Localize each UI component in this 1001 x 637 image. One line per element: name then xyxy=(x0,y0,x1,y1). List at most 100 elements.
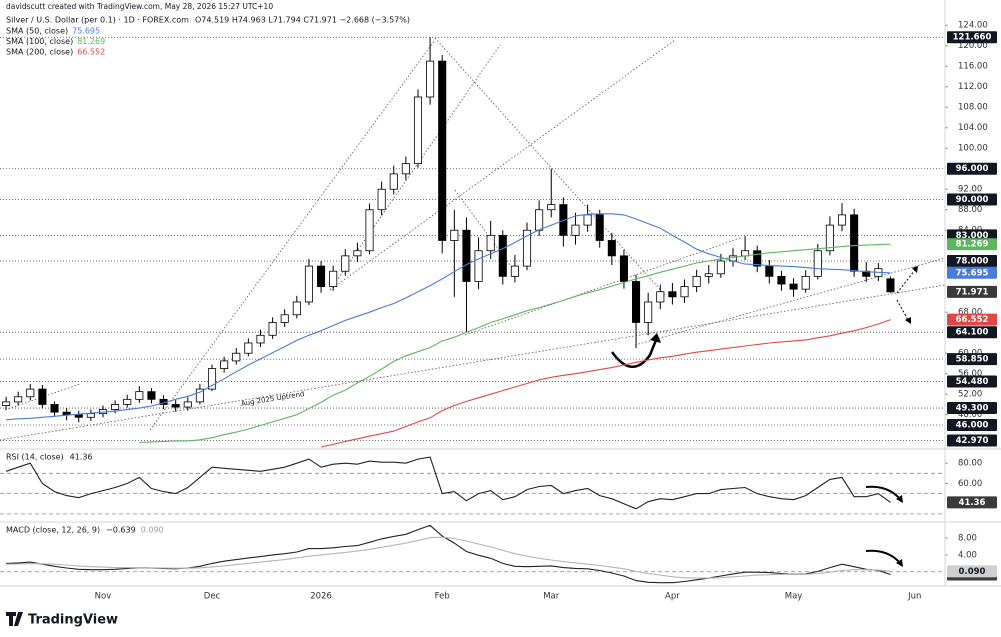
footer-logo-text: TradingView xyxy=(28,613,118,628)
last-price-label: 71.971 xyxy=(956,287,989,297)
candle-body xyxy=(341,255,350,272)
legend-value: 75.695 xyxy=(72,27,100,36)
candle-body xyxy=(268,322,277,336)
x-tick-label: Mar xyxy=(543,592,560,602)
candle-body xyxy=(438,60,447,241)
candle-body xyxy=(886,278,895,293)
level-label-box xyxy=(947,402,997,415)
legend-title: RSI (14, close) xyxy=(6,453,64,462)
candle-body xyxy=(462,229,471,282)
candle-body xyxy=(38,388,47,405)
candle-body xyxy=(547,204,556,211)
candle-body xyxy=(86,413,95,418)
candle-body xyxy=(147,391,156,400)
candle-body xyxy=(777,275,786,285)
y-tick-label: 112.00 xyxy=(958,82,988,92)
level-label: 96.000 xyxy=(956,164,989,174)
x-tick-label: Nov xyxy=(95,592,112,602)
last-value-label: 66.552 xyxy=(956,315,989,325)
level-label-box xyxy=(947,418,997,431)
level-label-box xyxy=(947,326,997,339)
candle-body xyxy=(680,286,689,298)
candle-body xyxy=(595,214,604,241)
candle-body xyxy=(292,301,301,316)
candle-body xyxy=(14,396,23,403)
candle-body xyxy=(498,234,507,277)
y-tick-label: 80.00 xyxy=(958,459,982,469)
y-tick-label: 120.00 xyxy=(958,41,988,51)
legend-value: 81.269 xyxy=(77,37,105,46)
candle-body xyxy=(195,388,204,403)
candle-body xyxy=(571,224,580,236)
legend-ohlc: O74.519 H74.963 L71.794 C71.971 −2.668 (… xyxy=(195,16,410,25)
candle-body xyxy=(244,342,253,354)
level-label-box xyxy=(947,254,997,267)
y-tick-label: 52.00 xyxy=(958,390,982,400)
candle-body xyxy=(413,96,423,165)
candle-body xyxy=(135,391,144,400)
y-tick-label: 60.00 xyxy=(958,479,982,489)
candle-body xyxy=(619,255,628,282)
y-tick-label: 8.00 xyxy=(958,534,977,544)
candle-body xyxy=(753,250,762,267)
level-label-box xyxy=(947,193,997,206)
candle-body xyxy=(2,401,11,406)
series-line xyxy=(139,243,891,443)
candle-body xyxy=(813,250,822,277)
candle-body xyxy=(668,291,677,298)
y-tick-label: 104.00 xyxy=(958,123,988,133)
candle-body xyxy=(825,224,834,252)
last-value-label-box xyxy=(947,313,997,326)
last-value-label-box xyxy=(947,238,997,251)
legend-name: SMA (100, close) xyxy=(6,37,73,46)
series-line xyxy=(5,456,891,510)
level-label: 64.100 xyxy=(956,328,989,338)
candle-body xyxy=(510,265,519,277)
candle-body xyxy=(789,283,798,290)
y-tick-label: 48.00 xyxy=(958,410,982,420)
candle-body xyxy=(474,250,483,282)
y-tick-label: 108.00 xyxy=(958,103,988,113)
candle-body xyxy=(644,301,653,323)
candle-body xyxy=(353,250,362,257)
series-line xyxy=(6,536,891,579)
candle-body xyxy=(583,214,592,226)
legend-value: −0.639 xyxy=(106,526,136,535)
candle-body xyxy=(220,360,229,369)
logo xyxy=(6,612,23,626)
candle-body xyxy=(765,265,774,277)
x-tick-label: Apr xyxy=(665,592,680,602)
candle-body xyxy=(692,275,701,288)
candle-body xyxy=(450,229,459,241)
candle-body xyxy=(329,270,338,288)
candle-body xyxy=(837,214,847,226)
candle-body xyxy=(123,398,132,405)
level-label: 54.480 xyxy=(956,377,989,387)
y-tick-label: 88.00 xyxy=(958,205,982,215)
level-label-box xyxy=(947,162,997,175)
candle-body xyxy=(401,163,410,175)
x-tick-label: May xyxy=(785,592,803,602)
level-label-box xyxy=(947,375,997,388)
x-tick-label: Feb xyxy=(435,592,450,602)
legend-value: 41.36 xyxy=(70,453,93,462)
level-label: 46.000 xyxy=(956,420,989,430)
candle-body xyxy=(304,265,313,303)
last-value-label-box xyxy=(947,565,997,578)
candle-body xyxy=(377,188,386,211)
candle-body xyxy=(171,404,180,408)
x-tick-label: Jun xyxy=(907,592,921,602)
candle-body xyxy=(632,281,641,323)
candle-body xyxy=(486,234,495,252)
legend-value: 66.552 xyxy=(77,48,105,57)
candle-body xyxy=(850,214,859,272)
candle-body xyxy=(280,314,289,323)
candle-body xyxy=(26,388,35,398)
x-tick-label: Dec xyxy=(204,592,221,602)
candle-body xyxy=(716,260,725,275)
legend-name: SMA (200, close) xyxy=(6,48,73,57)
level-label: 49.300 xyxy=(956,404,989,414)
candle-body xyxy=(183,401,192,408)
candle-body xyxy=(62,411,71,416)
candle-body xyxy=(50,404,59,413)
